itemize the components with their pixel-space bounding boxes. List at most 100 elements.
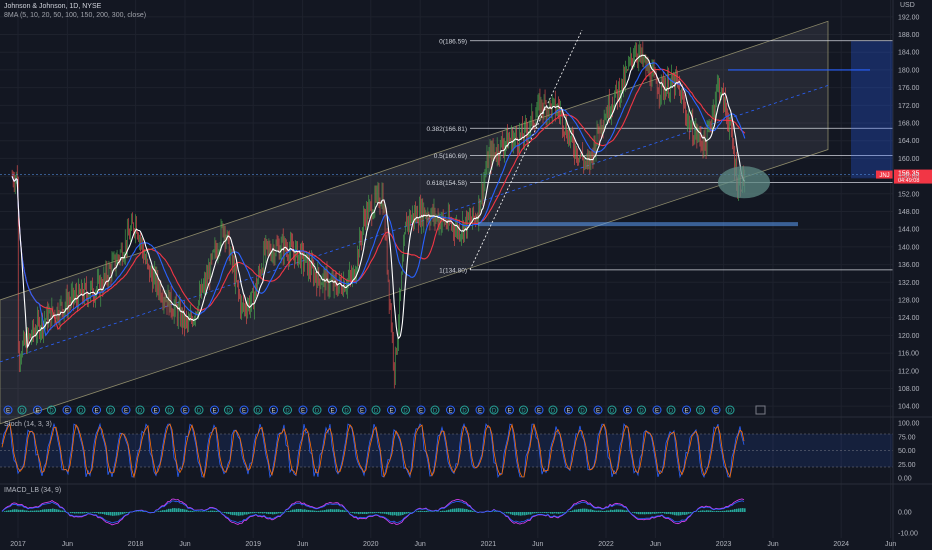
imacd-histogram-bar <box>524 512 526 516</box>
time-tick: 2021 <box>481 541 497 548</box>
imacd-histogram-bar <box>728 510 730 512</box>
imacd-histogram-bar <box>596 510 598 512</box>
dividend-letter: D <box>344 409 349 415</box>
price-tick: 124.00 <box>898 315 920 322</box>
imacd-histogram-bar <box>114 512 116 516</box>
price-tick: 140.00 <box>898 244 920 251</box>
imacd-histogram-bar <box>356 512 358 514</box>
imacd-histogram-bar <box>458 508 460 512</box>
earnings-letter: E <box>35 409 39 415</box>
imacd-histogram-bar <box>444 510 446 512</box>
price-tick: 156.00 <box>898 174 920 181</box>
dividend-icon <box>725 405 735 415</box>
dividend-icon <box>696 405 705 415</box>
imacd-histogram-bar <box>342 509 344 512</box>
symbol-tag-label: JNJ <box>879 173 889 179</box>
imacd-histogram-bar <box>358 512 360 515</box>
imacd-histogram-bar <box>740 508 742 512</box>
ma-blue-line <box>11 62 746 337</box>
imacd-histogram-bar <box>174 508 176 512</box>
price-tick: 164.00 <box>898 138 920 145</box>
time-tick: 2022 <box>598 541 614 548</box>
imacd-histogram-bar <box>350 512 352 513</box>
earnings-letter: E <box>507 409 511 415</box>
imacd-histogram-bar <box>544 512 546 514</box>
imacd-histogram-bar <box>570 511 572 512</box>
indicator-legend[interactable]: 8MA (5, 10, 20, 50, 100, 150, 200, 300, … <box>4 12 147 19</box>
imacd-histogram-bar <box>102 512 104 514</box>
imacd-histogram-bar <box>688 512 690 514</box>
imacd-histogram-bar <box>418 511 420 512</box>
fib-level-label: 0(186.59) <box>439 38 467 45</box>
dividend-icon <box>135 405 145 415</box>
dividend-letter: D <box>580 409 585 415</box>
imacd-histogram-bar <box>508 512 510 514</box>
price-axis: 192.00 188.00 184.00 180.00 176.00 172.00 168.… <box>892 0 920 550</box>
imacd-histogram-bar <box>724 510 726 512</box>
imacd-histogram-bar <box>362 512 364 515</box>
imacd-histogram-bar <box>660 512 662 514</box>
imacd-histogram-bar <box>452 508 454 512</box>
dividend-icon <box>666 405 676 415</box>
imacd-histogram-bar <box>254 512 256 514</box>
time-tick: 2019 <box>245 541 261 548</box>
imacd-histogram-bar <box>88 512 90 513</box>
imacd-histogram-bar <box>34 510 36 512</box>
earnings-letter: E <box>478 409 482 415</box>
imacd-histogram-bar <box>714 511 716 512</box>
imacd-histogram-bar <box>162 510 164 512</box>
imacd-label[interactable]: IMACD_LB (34, 9) <box>4 487 62 494</box>
imacd-histogram-bar <box>202 511 204 512</box>
imacd-histogram-bar <box>700 510 702 512</box>
imacd-histogram-bar <box>22 509 24 512</box>
price-tick: 136.00 <box>898 262 920 269</box>
dividend-letter: D <box>433 409 438 415</box>
imacd-histogram-bar <box>274 512 276 515</box>
price-tick: 116.00 <box>898 351 919 358</box>
imacd-histogram-bar <box>382 512 384 514</box>
imacd-histogram-bar <box>184 509 186 512</box>
imacd-histogram-bar <box>276 512 278 514</box>
imacd-histogram-bar <box>632 512 634 513</box>
time-tick: Jun <box>297 541 308 548</box>
dividend-letter: D <box>521 409 526 415</box>
imacd-histogram-bar <box>346 511 348 512</box>
dividend-icon <box>283 405 292 415</box>
imacd-histogram-bar <box>732 509 734 512</box>
imacd-histogram-bar <box>614 509 616 512</box>
fib-level-label: 0.618(154.58) <box>427 180 467 187</box>
imacd-histogram-bar <box>534 512 536 514</box>
imacd-histogram-bar <box>62 510 64 512</box>
time-tick: Jun <box>532 541 543 548</box>
imacd-histogram-bar <box>592 509 594 512</box>
imacd-histogram-bar <box>80 512 82 514</box>
fib-level-label: 1(134.80) <box>439 267 467 274</box>
dividend-icon <box>17 405 27 415</box>
imacd-histogram-bar <box>514 512 516 516</box>
price-tick: 132.00 <box>898 280 920 287</box>
imacd-histogram-bar <box>578 509 580 512</box>
imacd-histogram-bar <box>186 509 188 512</box>
price-tick: 160.00 <box>898 156 920 163</box>
imacd-histogram-bar <box>326 509 328 512</box>
stoch-label[interactable]: Stoch (14, 3, 3) <box>4 421 52 428</box>
imacd-histogram-bar <box>52 508 54 512</box>
imacd-histogram-bar <box>426 510 428 512</box>
time-tick: Jun <box>767 541 778 548</box>
fib-level-label: 0.382(166.81) <box>427 126 467 133</box>
imacd-histogram-bar <box>680 512 682 516</box>
imacd-histogram-bar <box>376 512 378 513</box>
imacd-histogram-bar <box>464 508 466 512</box>
imacd-histogram-bar <box>40 510 42 512</box>
imacd-histogram-bar <box>468 509 470 512</box>
imacd-signal-line <box>1 500 745 524</box>
imacd-histogram-bar <box>234 512 236 516</box>
imacd-histogram-bar <box>556 512 558 514</box>
dividend-letter: D <box>551 409 556 415</box>
imacd-histogram-bar <box>512 512 514 515</box>
earnings-letter: E <box>684 409 688 415</box>
chart-title: Johnson & Johnson, 1D, NYSE <box>4 3 102 10</box>
